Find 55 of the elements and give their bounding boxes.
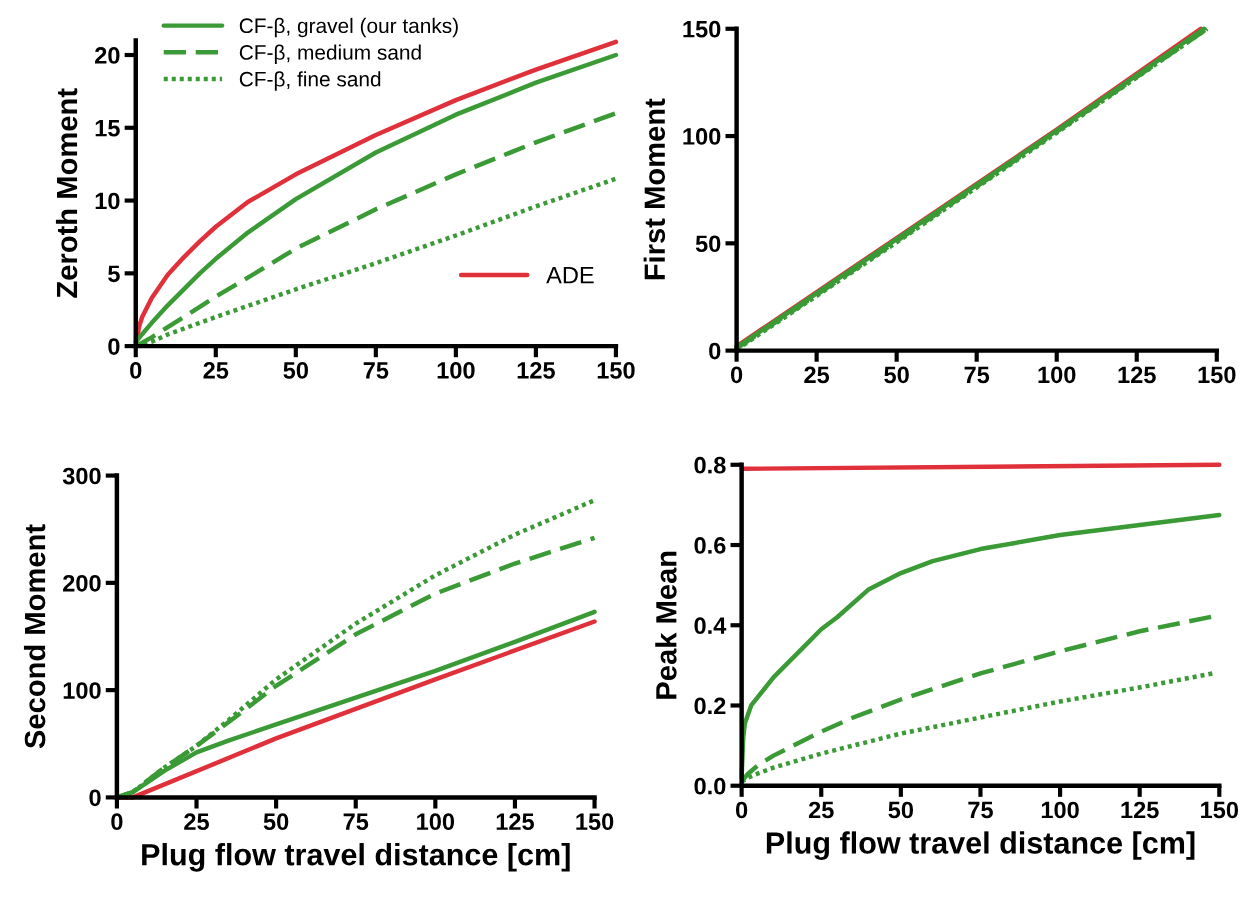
y-tick-label: 0 xyxy=(108,338,120,355)
x-tick-label: 100 xyxy=(1041,801,1079,819)
x-tick-label: 25 xyxy=(203,362,229,379)
x-tick-label: 0 xyxy=(736,801,748,819)
x-tick-label: 100 xyxy=(417,813,455,831)
x-tick-label: 75 xyxy=(343,813,369,831)
y-tick-label: 0.8 xyxy=(694,456,726,474)
x-tick-label: 50 xyxy=(888,801,914,819)
y-axis-title: Peak Mean xyxy=(655,551,677,699)
y-tick-label: 0.6 xyxy=(694,537,726,554)
y-tick-label: 10 xyxy=(95,192,120,210)
x-tick-label: 75 xyxy=(968,801,993,819)
y-tick-label: 200 xyxy=(63,574,101,592)
y-tick-label: 300 xyxy=(62,467,101,485)
y-tick-label: 5 xyxy=(108,265,120,283)
x-tick-label: 150 xyxy=(597,362,635,379)
y-tick-label: 0 xyxy=(89,789,101,807)
x-tick-label: 125 xyxy=(1121,801,1159,819)
x-tick-label: 50 xyxy=(884,366,909,384)
legend-label: CF-β, gravel (our tanks) xyxy=(239,17,458,38)
y-tick-label: 0 xyxy=(709,342,721,360)
x-tick-label: 25 xyxy=(184,813,209,831)
y-tick-label: 0.0 xyxy=(694,777,726,795)
x-tick-label: 75 xyxy=(964,366,990,384)
x-tick-label: 150 xyxy=(1201,801,1239,819)
x-tick-label: 125 xyxy=(517,362,555,379)
y-tick-label: 0.4 xyxy=(694,617,727,635)
x-axis-title: Plug flow travel distance [cm] xyxy=(142,843,570,872)
legend-label: ADE xyxy=(546,267,594,284)
y-tick-label: 20 xyxy=(95,47,120,64)
x-tick-label: 150 xyxy=(576,813,614,831)
x-tick-label: 100 xyxy=(1038,366,1076,384)
x-tick-label: 125 xyxy=(1118,366,1156,384)
x-tick-label: 75 xyxy=(363,362,389,379)
x-tick-label: 50 xyxy=(263,813,289,831)
y-tick-label: 0.2 xyxy=(694,697,726,715)
legend-label: CF-β, medium sand xyxy=(239,44,421,64)
x-tick-label: 0 xyxy=(730,366,743,384)
y-tick-label: 15 xyxy=(95,120,120,137)
y-tick-label: 150 xyxy=(683,20,721,38)
x-tick-label: 50 xyxy=(283,362,308,379)
x-tick-label: 25 xyxy=(804,366,830,384)
y-tick-label: 100 xyxy=(63,682,101,699)
x-tick-label: 25 xyxy=(808,801,834,819)
x-axis-title: Plug flow travel distance [cm] xyxy=(766,831,1195,860)
x-tick-label: 100 xyxy=(437,362,475,379)
legend-label: CF-β, fine sand xyxy=(239,71,381,91)
x-tick-label: 125 xyxy=(496,813,534,831)
y-tick-label: 50 xyxy=(695,235,721,253)
y-axis-title: Zeroth Moment xyxy=(55,88,78,298)
y-tick-label: 100 xyxy=(683,128,721,145)
y-axis-title: Second Moment xyxy=(23,524,46,749)
y-axis-title: First Moment xyxy=(643,98,666,280)
x-tick-label: 0 xyxy=(130,362,142,379)
x-tick-label: 150 xyxy=(1198,366,1236,384)
